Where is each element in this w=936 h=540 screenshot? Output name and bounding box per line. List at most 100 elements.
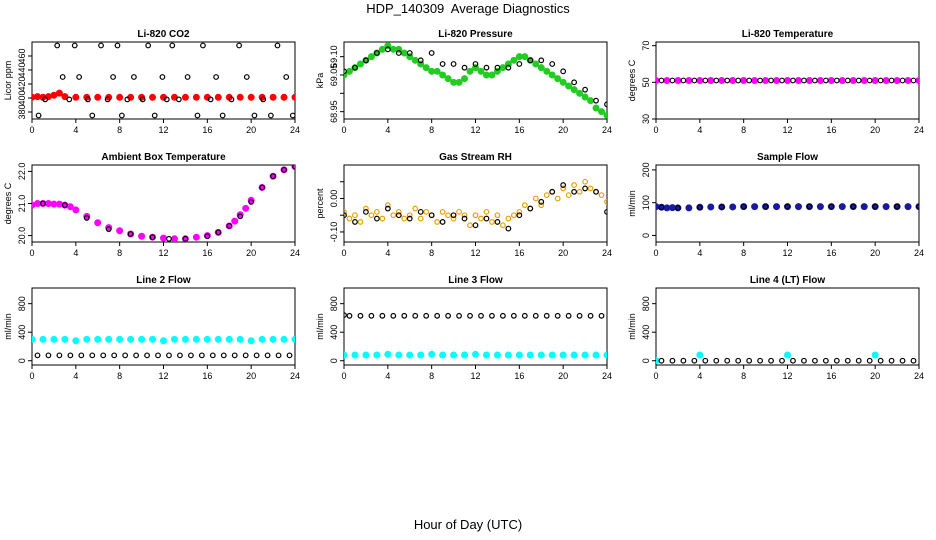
panel-gas-stream-rh-point bbox=[483, 215, 490, 222]
panel-line-2-flow-point bbox=[258, 335, 266, 343]
panel-ambient-box-temperature-y-tick-label: 22.0 bbox=[17, 163, 27, 181]
panel-line-2-flow-series-1 bbox=[34, 352, 293, 359]
panel-line-2-flow-point bbox=[286, 352, 293, 359]
panel-li-820-temperature-point bbox=[718, 77, 726, 84]
panel-line-3-flow-point bbox=[478, 312, 484, 319]
panel-li-820-temperature-point bbox=[801, 77, 807, 84]
panel-line-3-flow-point bbox=[357, 312, 364, 319]
panel-li-820-pressure-x-tick-label: 24 bbox=[602, 125, 612, 135]
panel-li-820-temperature-series-1 bbox=[658, 77, 917, 84]
panel-gas-stream-rh-point bbox=[406, 215, 413, 222]
panel-ambient-box-temperature-point bbox=[259, 184, 266, 191]
panel-sample-flow-point bbox=[904, 203, 912, 211]
panel-gas-stream-rh-point bbox=[499, 222, 506, 229]
panel-li-820-temperature-point bbox=[816, 77, 824, 84]
panel-line-3-flow-point bbox=[532, 312, 539, 319]
panel-li-820-temperature-point bbox=[904, 77, 912, 84]
panel-line-3-flow-point bbox=[554, 312, 561, 319]
panel-li-820-co2-y-tick-label: 380 bbox=[17, 104, 27, 119]
panel-gas-stream-rh-x-tick-label: 12 bbox=[470, 248, 480, 258]
panel-li-820-temperature-y-tick-label: 70 bbox=[641, 41, 651, 51]
panel-line-2-flow-point bbox=[275, 352, 282, 359]
panel-ambient-box-temperature-point bbox=[66, 203, 74, 211]
panel-line-3-flow-point bbox=[489, 312, 495, 319]
panel-li-820-co2-point bbox=[260, 96, 267, 103]
panel-li-820-co2-point bbox=[151, 112, 158, 119]
panel-li-820-co2-point bbox=[94, 93, 102, 101]
panel-li-820-temperature-point bbox=[822, 77, 829, 84]
panel-line-3-flow-point bbox=[543, 312, 550, 319]
panel-li-820-pressure-point bbox=[603, 111, 607, 119]
panel-gas-stream-rh-point bbox=[549, 188, 556, 195]
panel-li-820-pressure-point bbox=[417, 57, 424, 64]
panel-line-3-flow-x-tick-label: 24 bbox=[602, 371, 612, 381]
panel-line-4-lt-flow-point bbox=[790, 357, 796, 364]
panel-ambient-box-temperature-point bbox=[127, 231, 134, 237]
panel-line-3-flow-point bbox=[515, 351, 523, 359]
panel-gas-stream-rh-point bbox=[417, 208, 424, 215]
panel-gas-stream-rh-point bbox=[598, 192, 605, 199]
panel-li-820-pressure-point bbox=[537, 64, 545, 72]
panel-ambient-box-temperature-point bbox=[242, 204, 250, 212]
panel-ambient-box-temperature-point bbox=[83, 212, 91, 220]
panel-sample-flow-point bbox=[816, 203, 824, 211]
panel-line-2-flow-title: Line 2 Flow bbox=[136, 275, 191, 286]
panel-li-820-pressure-point bbox=[477, 67, 485, 75]
panel-sample-flow-point bbox=[751, 203, 759, 211]
panel-sample-flow-x-tick-label: 24 bbox=[914, 248, 924, 258]
panel-li-820-pressure-point bbox=[450, 61, 457, 67]
panel-line-3-flow-point bbox=[461, 351, 469, 359]
panel-line-3-flow-series-0 bbox=[344, 350, 607, 359]
panel-line-4-lt-flow-x-tick-label: 4 bbox=[697, 371, 702, 381]
panel-li-820-co2-point bbox=[110, 74, 116, 80]
panel-gas-stream-rh-ylabel: percent bbox=[315, 188, 325, 219]
panel-ambient-box-temperature-point bbox=[105, 226, 112, 233]
panel-li-820-pressure-x-tick-label: 4 bbox=[385, 125, 390, 135]
panel-li-820-co2-point bbox=[169, 42, 176, 49]
panel-li-820-temperature-point bbox=[866, 77, 873, 84]
panel-line-2-flow-point bbox=[181, 335, 189, 343]
panel-li-820-pressure-point bbox=[433, 67, 441, 75]
panel-gas-stream-rh-point bbox=[373, 208, 380, 215]
panel-line-3-flow-ylabel: ml/min bbox=[315, 313, 325, 340]
panel-line-2-flow-point bbox=[253, 352, 260, 359]
panel-line-3-flow-point bbox=[603, 351, 607, 359]
panel-line-2-flow-point bbox=[34, 352, 41, 359]
panel-li-820-pressure-point bbox=[373, 50, 380, 56]
panel-sample-flow-x-tick-label: 0 bbox=[653, 248, 658, 258]
panel-li-820-temperature-point bbox=[794, 77, 802, 84]
panel-li-820-pressure-point bbox=[494, 64, 501, 71]
panel-gas-stream-rh-series-1 bbox=[344, 182, 607, 232]
panel-li-820-co2-point bbox=[59, 74, 66, 80]
panel-li-820-pressure-point bbox=[576, 89, 584, 97]
panel-ambient-box-temperature-series-0 bbox=[32, 165, 295, 242]
panel-line-4-lt-flow-x-tick-label: 24 bbox=[914, 371, 924, 381]
panel-line-2-flow-point bbox=[192, 335, 200, 343]
panel-li-820-temperature-series-0 bbox=[656, 77, 919, 84]
panel-line-4-lt-flow-point bbox=[757, 357, 764, 364]
panel-li-820-co2-point bbox=[219, 112, 226, 119]
panel-li-820-temperature-point bbox=[669, 77, 676, 84]
panel-line-3-flow-point bbox=[581, 351, 589, 359]
panel-gas-stream-rh-point bbox=[467, 222, 473, 229]
panel-line-2-flow-point bbox=[220, 352, 227, 359]
panel-li-820-pressure-point bbox=[598, 108, 606, 116]
panel-ambient-box-temperature-point bbox=[61, 202, 68, 209]
panel-gas-stream-rh-point bbox=[516, 212, 523, 219]
panel-gas-stream-rh-point bbox=[505, 225, 512, 232]
panel-line-3-flow-point bbox=[559, 351, 567, 359]
panel-li-820-co2-series-1 bbox=[35, 42, 295, 119]
panel-li-820-pressure-point bbox=[345, 67, 353, 75]
panel-li-820-temperature-y-tick-label: 50 bbox=[641, 77, 651, 87]
panel-li-820-pressure-point bbox=[439, 71, 447, 79]
panel-li-820-pressure-point bbox=[422, 64, 430, 72]
panel-li-820-pressure-x-tick-label: 20 bbox=[558, 125, 568, 135]
panel-line-3-flow-x-tick-label: 0 bbox=[341, 371, 346, 381]
panel-gas-stream-rh-point bbox=[461, 215, 468, 222]
panel-line-3-flow-x-tick-label: 16 bbox=[514, 371, 524, 381]
panel-li-820-temperature-point bbox=[910, 77, 917, 84]
panel-line-4-lt-flow-point bbox=[658, 357, 665, 364]
panel-li-820-pressure-point bbox=[582, 86, 588, 93]
panel-gas-stream-rh-point bbox=[384, 205, 391, 212]
